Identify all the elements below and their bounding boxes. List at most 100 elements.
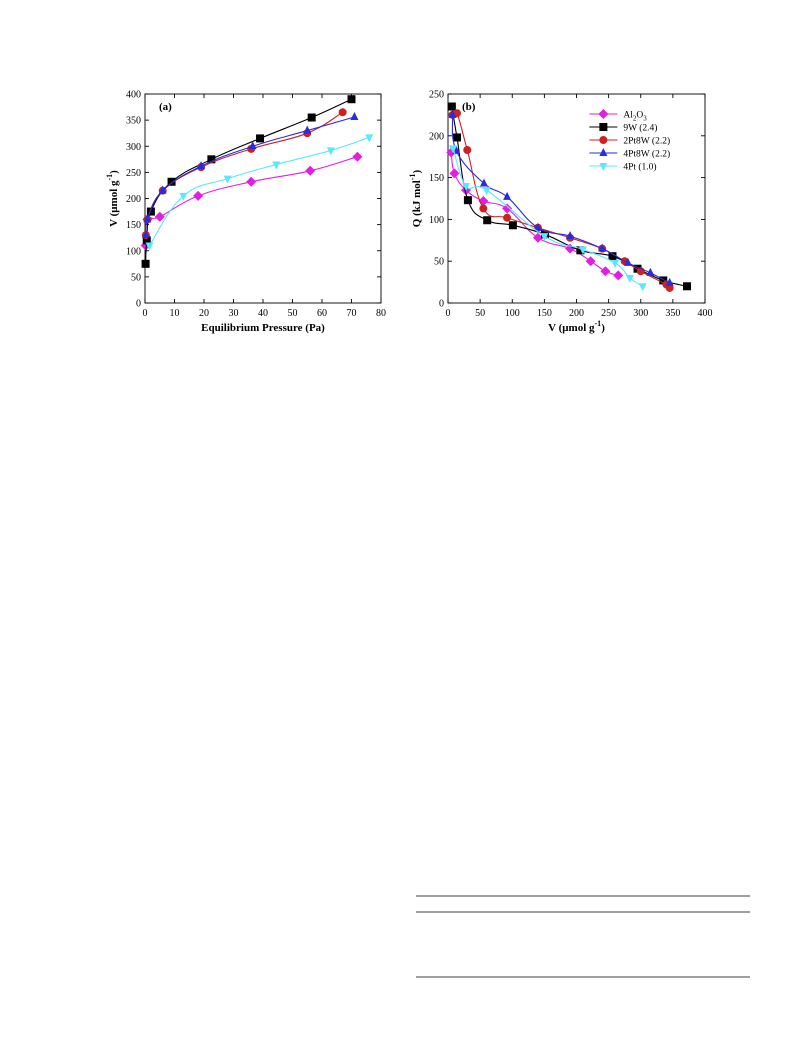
chart-b-x-tick-label: 150 [537, 308, 552, 319]
chart-b-point-4pt8w [503, 191, 512, 200]
chart-a-x-tick-label: 50 [288, 308, 298, 319]
legend-item-al2o3: Al2O3 [589, 109, 647, 123]
legend-label-2pt8w: 2Pt8W (2.2) [623, 136, 670, 147]
chart-b-x-tick-label: 0 [446, 308, 451, 319]
chart-b-y-axis-label: Q (kJ mol-1) [408, 169, 423, 227]
chart-b-x-tick-label: 400 [698, 308, 713, 319]
chart-a-point-4pt [365, 134, 374, 143]
legend-item-2pt8w: 2Pt8W (2.2) [589, 136, 670, 147]
chart-a-x-tick-label: 20 [199, 308, 209, 319]
chart-a-point-9w [307, 113, 316, 122]
chart-a-x-tick-label: 60 [317, 308, 327, 319]
chart-b-point-2pt8w [463, 146, 472, 155]
chart-b-y-tick-label: 100 [429, 215, 444, 226]
chart-b-point-9w [633, 264, 642, 273]
legend-marker-9w [599, 123, 608, 131]
legend-marker-4pt8w [599, 148, 608, 156]
chart-a-x-tick-label: 0 [143, 308, 148, 319]
chart-a-y-tick-label: 200 [126, 194, 141, 205]
chart-b-point-9w [508, 221, 517, 230]
chart-b-series-4pt8w [448, 109, 674, 286]
chart-a-point-4pt [145, 242, 154, 251]
chart-a-point-9w [207, 155, 216, 164]
chart-a-x-tick-label: 80 [376, 308, 386, 319]
chart-a-y-tick-label: 150 [126, 220, 141, 231]
chart-a-y-axis-label: V (μmol g-1) [105, 170, 120, 227]
chart-a-y-tick-label: 250 [126, 168, 141, 179]
chart-a-point-4pt [179, 192, 188, 201]
chart-a-point-2pt8w [338, 108, 347, 117]
chart-b-point-4pt [540, 233, 549, 242]
chart-a-point-al2o3 [193, 190, 204, 201]
chart-a-line-4pt [148, 136, 370, 246]
chart-b-point-4pt8w [646, 267, 655, 276]
chart-b-point-9w [683, 282, 692, 291]
chart-a-y-tick-label: 100 [126, 246, 141, 257]
chart-b-point-4pt [449, 145, 458, 154]
chart-a-x-tick-label: 30 [229, 308, 239, 319]
chart-b-point-al2o3 [600, 266, 611, 277]
legend-item-9w: 9W (2.4) [589, 123, 657, 134]
chart-a-point-9w [146, 207, 155, 216]
chart-a-point-9w [142, 236, 151, 245]
chart-b-x-tick-label: 100 [505, 308, 520, 319]
chart-b-y-tick-label: 150 [429, 173, 444, 184]
chart-b-line-4pt8w [451, 114, 670, 284]
legend-label-4pt: 4Pt (1.0) [623, 162, 656, 173]
legend-label-4pt8w: 4Pt8W (2.2) [623, 149, 670, 160]
chart-b-point-9w [483, 216, 492, 225]
chart-b-point-4pt [611, 259, 620, 268]
chart-a-x-tick-label: 40 [258, 308, 268, 319]
legend-marker-4pt [599, 163, 608, 171]
chart-b-x-tick-label: 250 [601, 308, 616, 319]
chart-b-y-tick-label: 250 [429, 90, 444, 101]
chart-a-y-tick-label: 300 [126, 142, 141, 153]
chart-a-point-9w [256, 134, 265, 143]
chart-b-point-9w [463, 196, 472, 205]
chart-b-point-9w [447, 102, 456, 111]
chart-b-point-2pt8w [503, 213, 512, 222]
chart-b-point-9w [452, 133, 461, 142]
chart-a-point-4pt8w [141, 230, 150, 239]
chart-a-panel-label: (a) [159, 101, 172, 113]
chart-b-point-2pt8w [479, 204, 488, 213]
chart-a-point-al2o3 [305, 165, 316, 176]
legend-marker-2pt8w [599, 136, 608, 144]
legend-marker-al2o3 [598, 109, 609, 119]
chart-a-point-4pt8w [303, 125, 312, 134]
chart-b-point-9w [608, 252, 617, 261]
chart-b-point-al2o3 [585, 256, 596, 267]
chart-b-point-al2o3 [502, 203, 513, 214]
chart-b-y-tick-label: 200 [429, 131, 444, 142]
chart-b-point-2pt8w [665, 283, 674, 292]
chart-b-x-tick-label: 300 [633, 308, 648, 319]
chart-b-point-4pt8w [479, 178, 488, 187]
legend-item-4pt8w: 4Pt8W (2.2) [589, 148, 670, 160]
chart-b-point-9w [659, 276, 668, 285]
chart-b-point-4pt8w [533, 222, 542, 231]
chart-a-x-tick-label: 10 [170, 308, 180, 319]
chart-b-point-9w [576, 246, 585, 255]
chart-b-point-4pt8w [598, 243, 607, 252]
chart-b-point-al2o3 [532, 232, 543, 243]
chart-a-point-4pt8w [158, 185, 167, 194]
chart-a-point-4pt8w [350, 111, 359, 120]
chart-a-x-axis-label: Equilibrium Pressure (Pa) [201, 322, 325, 334]
chart-b-point-4pt [638, 283, 647, 292]
chart-a-point-al2o3 [246, 176, 257, 187]
chart-b-x-axis-label: V (μmol g-1) [548, 319, 605, 334]
chart-a-x-tick-label: 70 [347, 308, 357, 319]
chart-b-point-4pt8w [566, 231, 575, 240]
chart-a-point-9w [141, 259, 150, 268]
chart-a-y-tick-label: 50 [131, 272, 141, 283]
chart-b-point-al2o3 [613, 270, 624, 281]
chart-b-point-4pt [625, 274, 634, 283]
chart-a-point-9w [167, 177, 176, 186]
chart-b-y-tick-label: 50 [434, 257, 444, 268]
chart-a-point-4pt8w [143, 214, 152, 223]
chart-a-point-4pt8w [248, 141, 257, 150]
chart-b-point-al2o3 [449, 168, 460, 179]
